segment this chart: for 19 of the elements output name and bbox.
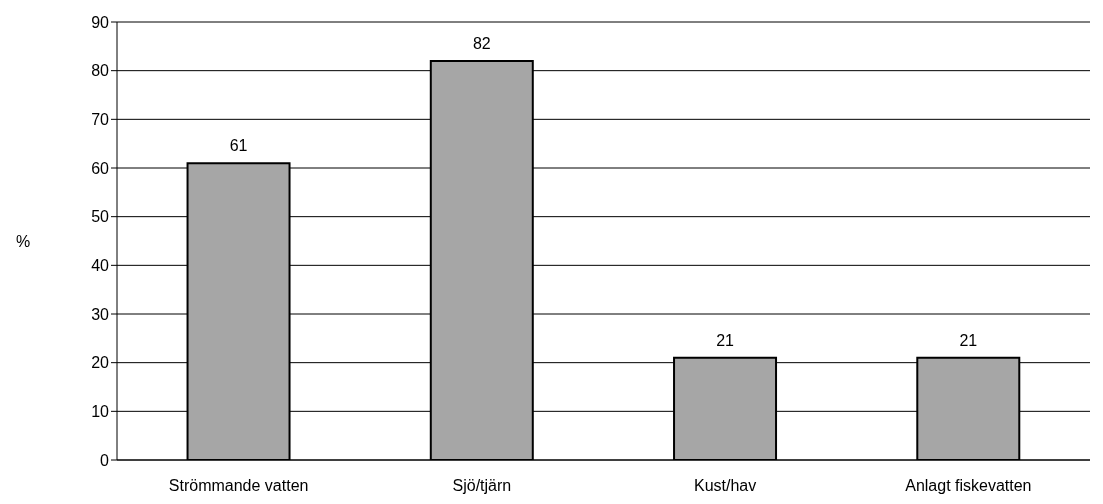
x-tick-label: Anlagt fiskevatten [905,477,1032,495]
y-tick-label: 30 [91,305,110,323]
y-tick-label: 50 [91,208,110,226]
y-tick-label: 10 [91,403,110,421]
data-label: 82 [472,34,491,52]
data-label: 21 [959,331,978,349]
y-tick-label: 40 [91,257,110,275]
data-label: 21 [716,331,735,349]
x-tick-label: Kust/hav [693,477,757,495]
y-tick-label: 60 [91,159,110,177]
y-tick-label: 80 [91,62,110,80]
y-axis-title: % [16,232,31,250]
y-tick-label: 0 [100,451,110,469]
x-tick-label: Sjö/tjärn [452,477,512,495]
y-tick-label: 70 [91,111,110,129]
x-tick-label: Strömmande vatten [168,477,309,495]
data-label: 61 [229,137,248,155]
y-tick-label: 20 [91,354,110,372]
y-tick-label: 90 [91,13,110,31]
